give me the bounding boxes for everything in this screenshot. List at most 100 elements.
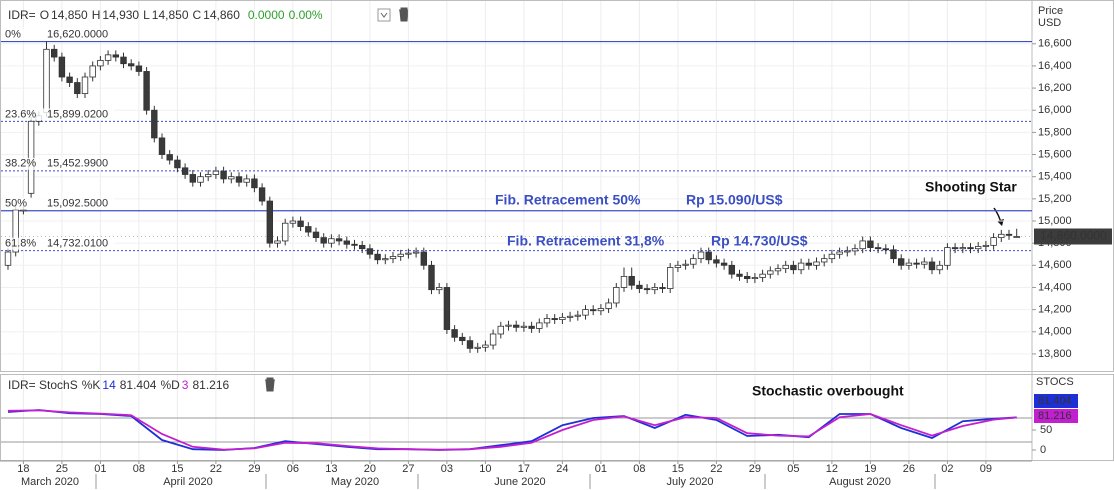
candle-body	[859, 240, 866, 250]
candle-body	[736, 273, 743, 277]
annotation: Stochastic overbought	[752, 383, 904, 399]
candle-body	[328, 238, 335, 244]
candle-body	[43, 48, 50, 113]
candle-body	[58, 56, 66, 78]
candle-body	[181, 167, 189, 175]
y-tick-label: 14,000	[1038, 326, 1072, 338]
candle-body	[697, 251, 705, 260]
indicator-title: IDR= StochS	[8, 378, 78, 392]
candle-body	[744, 275, 751, 279]
x-tick-label: 12	[826, 463, 838, 475]
candle-body	[104, 54, 112, 61]
candle-body	[189, 174, 196, 183]
candle-body	[489, 333, 497, 346]
candle-body	[420, 251, 427, 266]
candle-body	[659, 287, 666, 289]
candle-body	[281, 222, 289, 242]
fib-level-price: 15,899.0200	[47, 108, 108, 120]
price-header: IDR= O 14,850 H 14,930 L 14,850 C 14,860 0.0000 0.…	[8, 8, 327, 22]
x-tick-label: 08	[133, 463, 145, 475]
candle-body	[1005, 233, 1013, 236]
candle-body	[905, 262, 913, 266]
fib-label-bg	[3, 28, 115, 41]
candle-body	[590, 309, 597, 312]
candle-body	[944, 247, 951, 266]
ohlc-label: H	[91, 8, 101, 22]
fib-label-bg	[3, 157, 115, 170]
candle-body	[97, 59, 104, 67]
last-price-label: 14,860.0000	[1040, 229, 1107, 243]
month-label: May 2020	[331, 476, 379, 488]
x-tick-label: 01	[94, 463, 106, 475]
candle-body	[51, 48, 58, 58]
candle-body	[358, 244, 366, 250]
annotation: Rp 15.090/US$	[686, 192, 783, 208]
candle-body	[597, 308, 605, 312]
candle-body	[389, 256, 397, 260]
candle-body	[251, 178, 258, 189]
ohlc-label: L	[143, 8, 150, 22]
dropdown-arrow	[380, 12, 388, 18]
stoch-axis-label: STOCS	[1036, 376, 1074, 388]
candle-body	[235, 176, 243, 183]
candle-body	[574, 314, 581, 317]
legend-name: %K	[81, 378, 101, 392]
candle-body	[74, 82, 81, 95]
candle-body	[774, 268, 782, 272]
legend-value: 81.216	[192, 378, 230, 392]
candle-body	[135, 65, 143, 72]
candle-body	[289, 220, 297, 224]
x-tick-label: 27	[402, 463, 414, 475]
change-pct: 0.00%	[288, 8, 323, 22]
x-tick-label: 22	[710, 463, 722, 475]
x-tick-label: 20	[364, 463, 376, 475]
annotation: Shooting Star	[925, 179, 1017, 195]
change: 0.0000	[247, 8, 285, 22]
delete-icon[interactable]	[399, 7, 409, 22]
x-tick-label: 15	[171, 463, 183, 475]
candle-body	[751, 277, 759, 280]
candle-body	[497, 325, 504, 335]
candle-body	[713, 259, 720, 264]
x-tick-label: 29	[248, 463, 260, 475]
fib-label-bg	[3, 197, 115, 210]
stoch-value-box	[1034, 409, 1078, 423]
candle-body	[921, 261, 928, 265]
candle-body	[466, 340, 474, 349]
candle-body	[351, 243, 358, 246]
candle-body	[335, 238, 343, 242]
candle-body	[459, 336, 466, 342]
y-tick-label: 14,600	[1038, 259, 1072, 271]
fib-level-name: 50%	[5, 198, 27, 210]
stoch-legend: %K 14 81.404 %D 3 81.216	[82, 378, 233, 392]
candle-body	[936, 264, 943, 271]
candle-body	[243, 178, 250, 183]
fib-label-bg	[3, 108, 115, 121]
annotation: Rp 14.730/US$	[711, 233, 808, 249]
delete-icon[interactable]	[265, 377, 275, 392]
fib-label-bg	[3, 237, 115, 250]
x-tick-label: 09	[980, 463, 992, 475]
y-tick-label: 16,400	[1038, 60, 1072, 72]
candle-body	[636, 284, 643, 289]
candle-body	[366, 248, 374, 255]
fib-level-name: 23.6%	[5, 108, 36, 120]
y-tick-label: 15,800	[1038, 126, 1072, 138]
candle-body	[451, 329, 458, 338]
candle-body	[520, 325, 528, 328]
candle-body	[89, 65, 96, 78]
fib-level-price: 14,732.0100	[47, 238, 108, 250]
ohlc-value: 14,930	[102, 8, 140, 22]
candle-body	[143, 71, 150, 111]
dropdown-icon[interactable]	[377, 8, 391, 22]
candle-body	[782, 264, 789, 270]
x-tick-label: 03	[441, 463, 453, 475]
x-tick-label: 13	[325, 463, 337, 475]
annotation: Fib. Retracement 31,8%	[507, 233, 665, 249]
candle-body	[4, 251, 12, 266]
x-tick-label: 10	[479, 463, 491, 475]
candle-body	[797, 262, 805, 271]
candle-body	[174, 159, 181, 169]
